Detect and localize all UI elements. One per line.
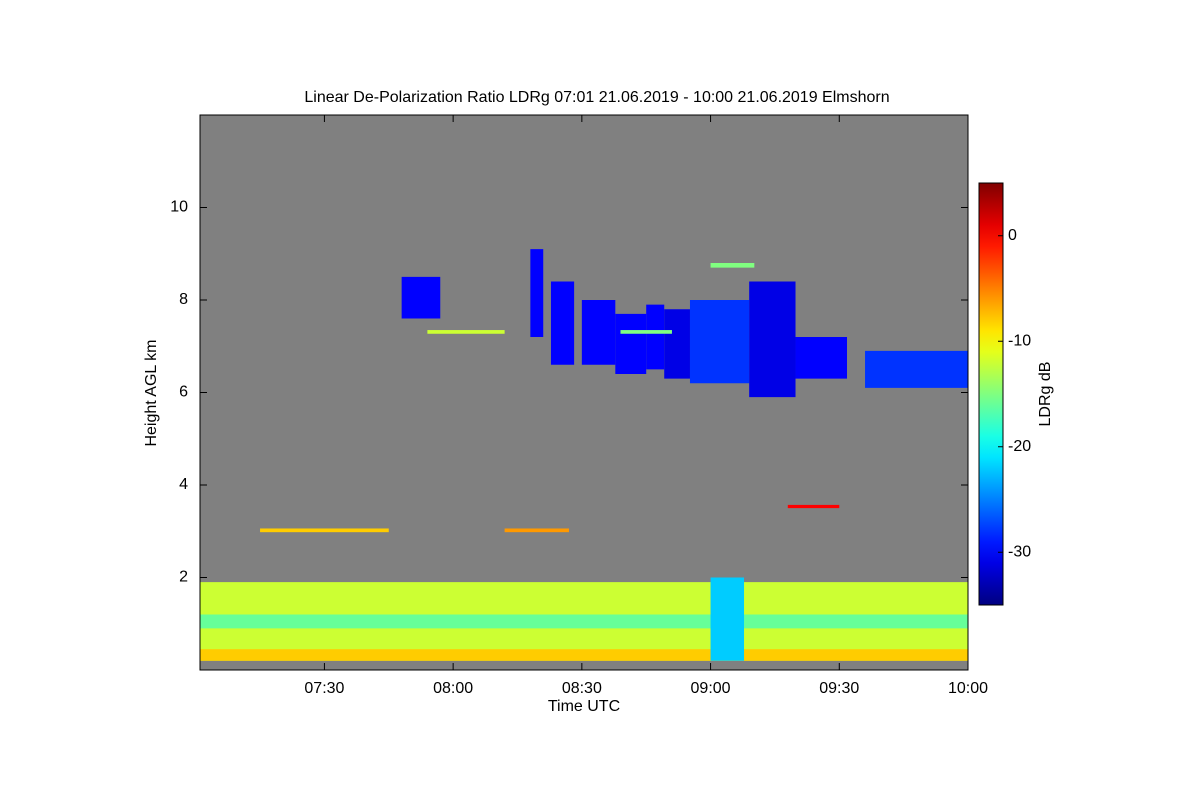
heatmap-cell	[581, 300, 616, 365]
heatmap-cell	[427, 330, 505, 334]
chart-title: Linear De-Polarization Ratio LDRg 07:01 …	[304, 89, 889, 106]
heatmap-cell	[615, 313, 647, 374]
x-tick-label: 09:00	[691, 680, 731, 697]
heatmap-cell	[787, 504, 840, 509]
heatmap-cell	[710, 577, 745, 661]
heatmap-cell	[504, 528, 569, 533]
heatmap-cell	[200, 614, 968, 629]
heatmap-cell	[260, 528, 389, 533]
heatmap-cell	[530, 249, 544, 337]
colorbar-tick-label: 0	[1008, 227, 1017, 244]
heatmap-cell	[401, 276, 441, 319]
x-axis-label: Time UTC	[548, 698, 620, 715]
y-tick-label: 2	[179, 569, 188, 586]
heatmap-cell	[710, 263, 755, 268]
y-tick-label: 6	[179, 384, 188, 401]
plot-background	[200, 115, 968, 670]
colorbar-label: LDRg dB	[1037, 362, 1054, 427]
heatmap-cell	[749, 281, 796, 398]
heatmap-cell	[550, 281, 575, 365]
x-tick-label: 10:00	[948, 680, 988, 697]
colorbar-tick-label: -20	[1008, 438, 1031, 455]
heatmap-cell	[795, 337, 848, 379]
heatmap-cell	[620, 330, 672, 334]
y-axis-label: Height AGL km	[143, 339, 160, 446]
heatmap-cell	[646, 304, 665, 370]
x-tick-label: 09:30	[819, 680, 859, 697]
heatmap-cell	[200, 649, 968, 661]
y-tick-label: 10	[170, 199, 188, 216]
colorbar-tick-label: -30	[1008, 543, 1031, 560]
y-tick-label: 4	[179, 476, 188, 493]
x-tick-label: 08:30	[562, 680, 602, 697]
heatmap-cell	[865, 350, 968, 388]
heatmap-cell	[689, 300, 750, 384]
heatmap-cell	[664, 309, 690, 379]
colorbar-tick-label: -10	[1008, 332, 1031, 349]
y-tick-label: 8	[179, 291, 188, 308]
x-tick-label: 07:30	[304, 680, 344, 697]
colorbar	[978, 182, 1004, 606]
x-tick-label: 08:00	[433, 680, 473, 697]
